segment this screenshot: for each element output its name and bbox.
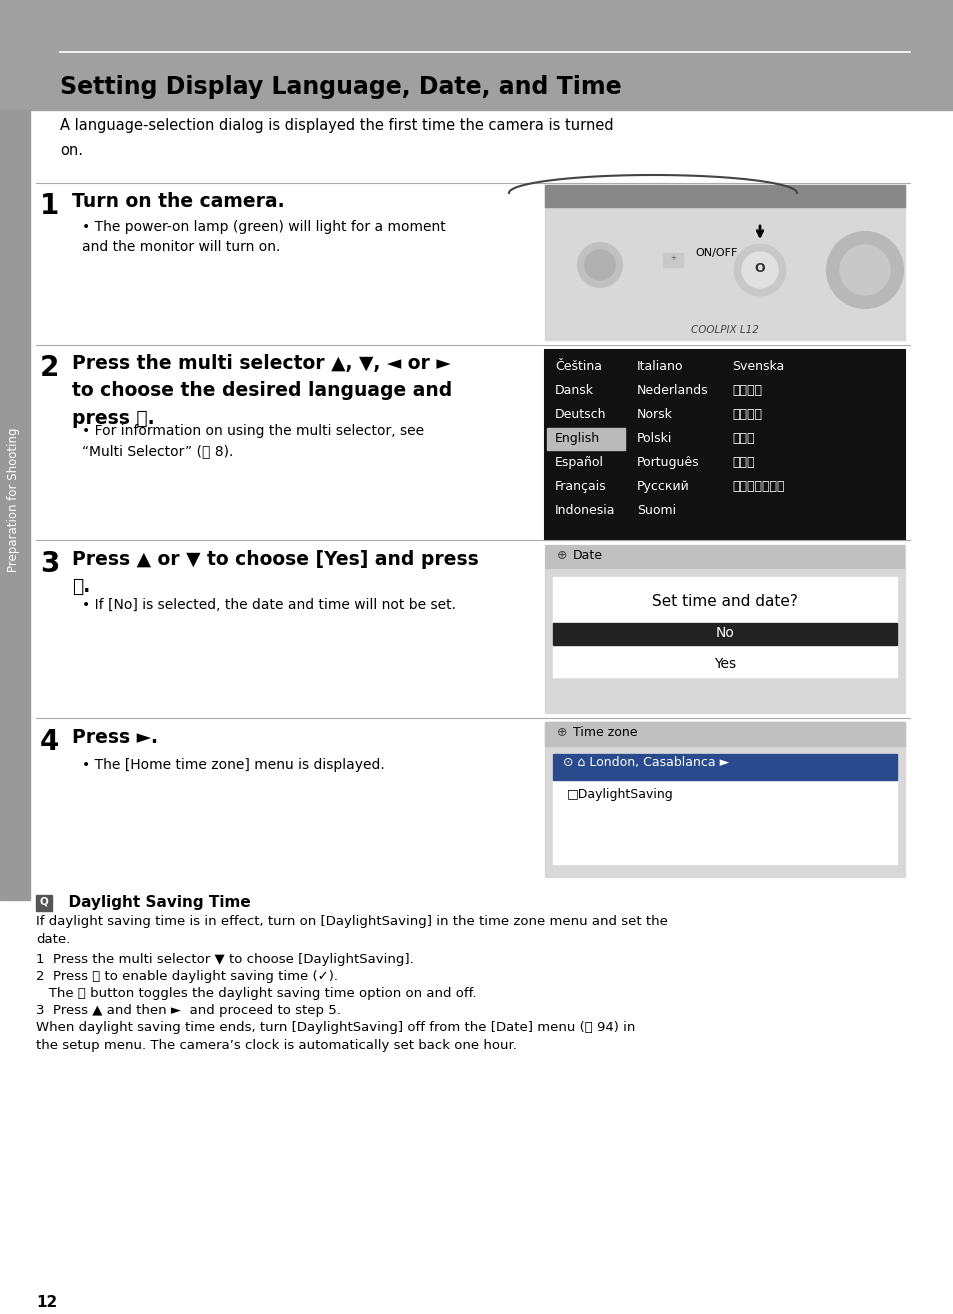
- Text: Norsk: Norsk: [637, 409, 672, 420]
- Text: O: O: [754, 261, 764, 275]
- Text: Q: Q: [40, 896, 49, 905]
- Text: 12: 12: [36, 1296, 57, 1310]
- Bar: [544, 545, 904, 714]
- Text: Français: Français: [555, 480, 606, 493]
- Text: 中文简体: 中文简体: [731, 384, 761, 397]
- Circle shape: [826, 233, 902, 307]
- Text: Español: Español: [555, 456, 603, 469]
- Text: Turn on the camera.: Turn on the camera.: [71, 192, 284, 212]
- Bar: [662, 254, 682, 267]
- Text: □DaylightSaving: □DaylightSaving: [566, 788, 673, 802]
- Text: 2  Press ⒪ to enable daylight saving time (✓).: 2 Press ⒪ to enable daylight saving time…: [36, 970, 337, 983]
- Circle shape: [734, 244, 784, 296]
- Bar: [544, 721, 904, 746]
- Text: Setting Display Language, Date, and Time: Setting Display Language, Date, and Time: [60, 75, 621, 99]
- Text: 日本語: 日本語: [731, 432, 754, 445]
- Text: 4: 4: [40, 728, 59, 756]
- Text: Suomi: Suomi: [637, 505, 676, 516]
- Bar: [544, 185, 904, 340]
- Text: Русский: Русский: [637, 480, 689, 493]
- Bar: [553, 577, 896, 677]
- Circle shape: [741, 252, 778, 288]
- Text: Press ►.: Press ►.: [71, 728, 158, 746]
- Text: A language-selection dialog is displayed the first time the camera is turned
on.: A language-selection dialog is displayed…: [60, 118, 613, 158]
- Bar: [553, 623, 896, 645]
- Text: When daylight saving time ends, turn [DaylightSaving] off from the [Date] menu (: When daylight saving time ends, turn [Da…: [36, 1021, 635, 1053]
- Text: ⊙ ⌂ London, Casablanca ►: ⊙ ⌂ London, Casablanca ►: [562, 756, 728, 769]
- Bar: [544, 721, 904, 876]
- Text: Time zone: Time zone: [573, 727, 637, 738]
- Bar: [553, 754, 896, 865]
- Text: Date: Date: [573, 549, 602, 562]
- Text: No: No: [715, 625, 734, 640]
- Text: ⊕: ⊕: [557, 727, 567, 738]
- Text: Svenska: Svenska: [731, 360, 783, 373]
- Text: Português: Português: [637, 456, 699, 469]
- Text: 中文繁體: 中文繁體: [731, 409, 761, 420]
- Circle shape: [578, 243, 621, 286]
- Bar: [553, 754, 896, 781]
- Text: Dansk: Dansk: [555, 384, 594, 397]
- Text: ON/OFF: ON/OFF: [695, 248, 737, 258]
- Bar: [544, 545, 904, 569]
- Bar: [546, 428, 624, 449]
- Bar: [36, 895, 52, 911]
- Text: Preparation for Shooting: Preparation for Shooting: [8, 428, 20, 573]
- Text: 3  Press ▲ and then ►  and proceed to step 5.: 3 Press ▲ and then ► and proceed to step…: [36, 1004, 340, 1017]
- Text: Čeština: Čeština: [555, 360, 601, 373]
- Text: 1  Press the multi selector ▼ to choose [DaylightSaving].: 1 Press the multi selector ▼ to choose […: [36, 953, 414, 966]
- Text: +: +: [669, 255, 676, 261]
- Text: Set time and date?: Set time and date?: [652, 594, 797, 608]
- Text: 1: 1: [40, 192, 59, 219]
- Bar: [544, 350, 904, 540]
- Text: Press ▲ or ▼ to choose [Yes] and press
⒪.: Press ▲ or ▼ to choose [Yes] and press ⒪…: [71, 551, 478, 597]
- Circle shape: [840, 244, 889, 296]
- Bar: [0, 110, 30, 900]
- Text: 3: 3: [40, 551, 59, 578]
- Text: ภาษาไทย: ภาษาไทย: [731, 480, 783, 493]
- Text: • The power-on lamp (green) will light for a moment
and the monitor will turn on: • The power-on lamp (green) will light f…: [82, 219, 445, 254]
- Text: Daylight Saving Time: Daylight Saving Time: [58, 895, 251, 911]
- Circle shape: [584, 250, 615, 280]
- Text: ⊕: ⊕: [557, 549, 567, 562]
- Text: Deutsch: Deutsch: [555, 409, 606, 420]
- Text: Yes: Yes: [713, 657, 736, 671]
- Text: • If [No] is selected, the date and time will not be set.: • If [No] is selected, the date and time…: [82, 598, 456, 612]
- Text: COOLPIX L12: COOLPIX L12: [690, 325, 759, 335]
- Text: If daylight saving time is in effect, turn on [DaylightSaving] in the time zone : If daylight saving time is in effect, tu…: [36, 915, 667, 946]
- Text: • The [Home time zone] menu is displayed.: • The [Home time zone] menu is displayed…: [82, 758, 384, 773]
- Text: 한국어: 한국어: [731, 456, 754, 469]
- Text: Polski: Polski: [637, 432, 672, 445]
- Bar: [0, 0, 953, 110]
- Text: Press the multi selector ▲, ▼, ◄ or ►
to choose the desired language and
press ⒪: Press the multi selector ▲, ▼, ◄ or ► to…: [71, 353, 452, 427]
- Text: • For information on using the multi selector, see
“Multi Selector” (ⓧ 8).: • For information on using the multi sel…: [82, 424, 424, 459]
- Text: Nederlands: Nederlands: [637, 384, 708, 397]
- Text: English: English: [555, 432, 599, 445]
- Text: 2: 2: [40, 353, 59, 382]
- Text: Indonesia: Indonesia: [555, 505, 615, 516]
- Text: The ⒪ button toggles the daylight saving time option on and off.: The ⒪ button toggles the daylight saving…: [36, 987, 476, 1000]
- Text: Italiano: Italiano: [637, 360, 682, 373]
- Bar: [544, 185, 904, 208]
